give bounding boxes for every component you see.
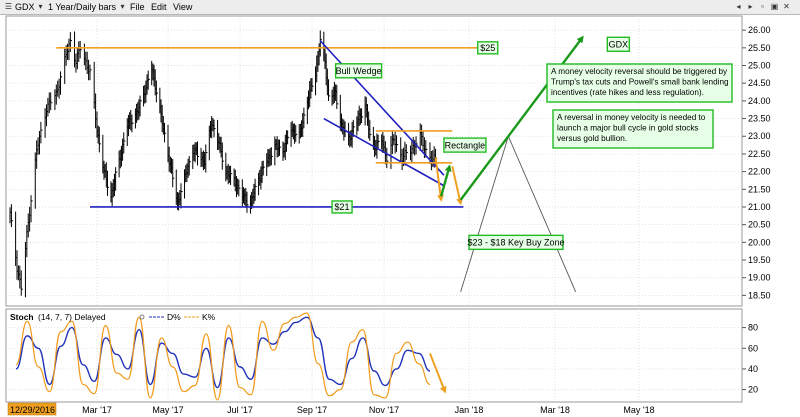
nav-left-icon[interactable]: ◂	[736, 2, 741, 11]
stoch-tick-label: 80	[748, 323, 758, 333]
wedge-upper-line	[319, 40, 445, 176]
stoch-tick-label: 60	[748, 343, 758, 353]
chart-titlebar: ☰ GDX ▾ 1 Year/Daily bars ▾ File Edit Vi…	[0, 0, 800, 15]
x-tick-label: Jul '17	[227, 405, 253, 415]
price-tick-label: 24.50	[748, 78, 771, 88]
price-tick-label: 18.50	[748, 290, 771, 300]
stoch-title: Stoch	[10, 312, 34, 322]
maximize-icon[interactable]: ▣	[770, 2, 779, 11]
green-arrow	[439, 164, 452, 197]
orange-arrow	[451, 166, 463, 206]
price-tick-label: 25.00	[748, 61, 771, 71]
note-2-line: A reversal in money velocity is needed t…	[557, 113, 706, 122]
menu-file[interactable]: File	[130, 2, 145, 12]
label-wedge-text: Bull Wedge	[336, 66, 382, 76]
label-21-text: $21	[335, 202, 350, 212]
period-label[interactable]: 1 Year/Daily bars	[48, 2, 117, 12]
settings-icon	[139, 314, 145, 320]
price-tick-label: 19.00	[748, 273, 771, 283]
orange-arrow	[434, 157, 444, 202]
buy-zone-triangle	[460, 134, 577, 293]
price-tick-label: 21.50	[748, 184, 771, 194]
legend-label-d: D%	[167, 312, 181, 322]
price-tick-label: 20.50	[748, 220, 771, 230]
label-21-box	[331, 200, 353, 214]
note-2-line: launch a major bull cycle in gold stocks	[557, 124, 699, 133]
price-tick-label: 21.00	[748, 202, 771, 212]
x-tick-label: Nov '17	[369, 405, 399, 415]
symbol-label[interactable]: GDX	[15, 2, 35, 12]
label-rect-box	[443, 137, 487, 153]
x-tick-label: Mar '18	[540, 405, 570, 415]
note-2-box	[552, 109, 714, 149]
current-date-box	[7, 402, 57, 416]
price-tick-label: 23.50	[748, 114, 771, 124]
x-tick-label: May '18	[623, 405, 654, 415]
price-tick-label: 22.50	[748, 149, 771, 159]
chevron-down-icon[interactable]: ▾	[120, 2, 125, 11]
price-panel-frame	[5, 15, 743, 307]
label-gdx-box	[606, 36, 631, 52]
label-zone-box	[468, 234, 564, 251]
x-tick-label: Jan '18	[455, 405, 484, 415]
x-tick-label: Sep '17	[297, 405, 327, 415]
menu-view[interactable]: View	[173, 2, 193, 12]
x-tick-label: Mar '17	[82, 405, 112, 415]
price-tick-label: 20.00	[748, 237, 771, 247]
menu-edit[interactable]: Edit	[151, 2, 167, 12]
label-wedge-box	[334, 63, 383, 79]
label-rect-text: Rectangle	[445, 140, 486, 150]
x-tick-label: 12/29/2016	[10, 405, 55, 415]
chart-menu-icon[interactable]: ☰	[4, 2, 13, 11]
note-1-box	[546, 63, 733, 103]
stoch-params: (14, 7, 7) Delayed	[38, 312, 106, 322]
stoch-tick-label: 20	[748, 385, 758, 395]
note-2-line: versus gold bullion.	[557, 134, 627, 143]
legend-label-k: K%	[202, 312, 216, 322]
price-tick-label: 23.00	[748, 131, 771, 141]
detach-icon[interactable]: ▫	[761, 2, 764, 11]
label-gdx-text: GDX	[609, 39, 629, 49]
price-tick-label: 24.00	[748, 96, 771, 106]
price-tick-label: 26.00	[748, 25, 771, 35]
chevron-down-icon[interactable]: ▾	[38, 2, 43, 11]
price-tick-label: 22.00	[748, 167, 771, 177]
x-tick-label: May '17	[152, 405, 183, 415]
label-zone-text: $23 - $18 Key Buy Zone	[467, 238, 564, 248]
price-tick-label: 25.50	[748, 43, 771, 53]
stoch-series-k	[15, 312, 431, 401]
orange-arrow	[429, 353, 447, 394]
note-1-line: A money velocity reversal should be trig…	[551, 67, 728, 76]
stoch-panel-frame	[5, 308, 743, 403]
price-tick-label: 19.50	[748, 255, 771, 265]
wedge-lower-line	[323, 117, 445, 187]
note-1-line: Trump's tax cuts and Powell's small bank…	[551, 78, 729, 87]
stoch-tick-label: 40	[748, 364, 758, 374]
nav-right-icon[interactable]: ▸	[748, 2, 753, 11]
label-25-text: $25	[480, 43, 495, 53]
note-1-text: A money velocity reversal should be trig…	[551, 67, 729, 97]
note-1-line: incentives (rate hikes and less regulati…	[551, 88, 704, 97]
note-2-text: A reversal in money velocity is needed t…	[557, 113, 706, 143]
close-icon[interactable]: ✕	[783, 2, 790, 11]
label-25-box	[477, 41, 499, 55]
